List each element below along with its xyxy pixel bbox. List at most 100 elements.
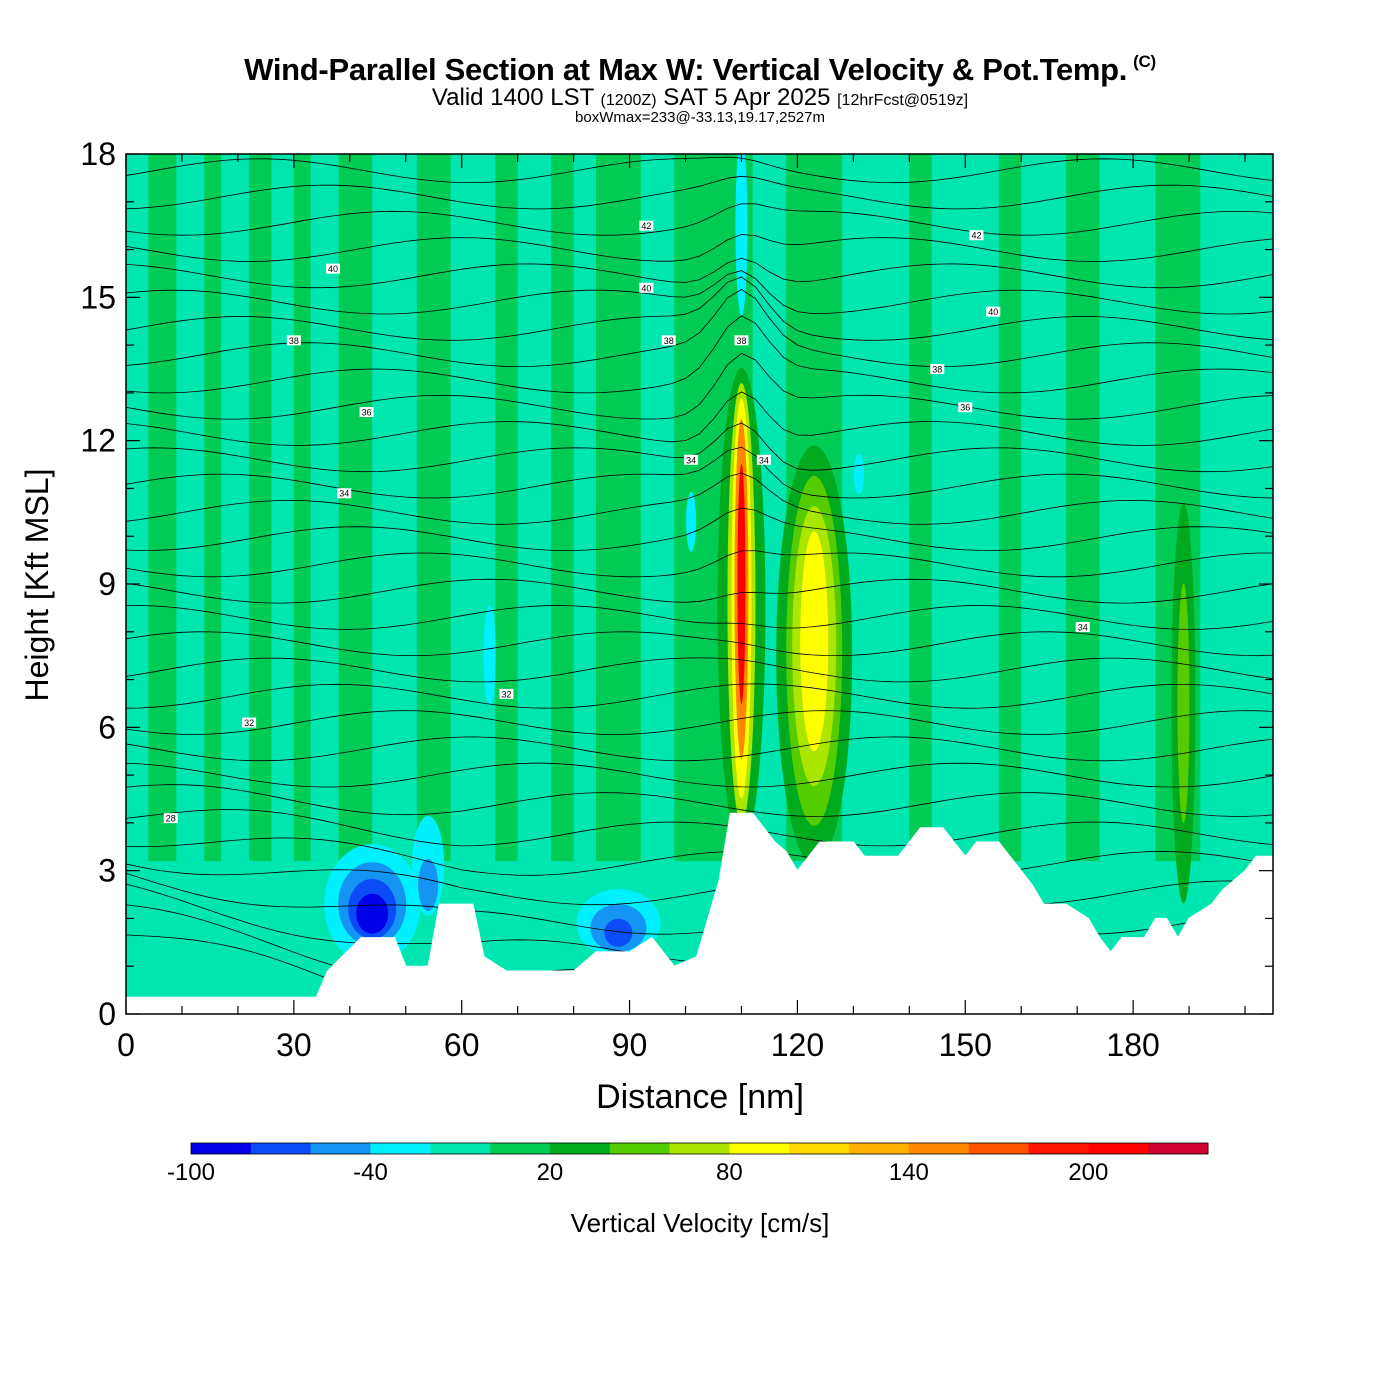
pot-temp-line-29 — [126, 203, 1273, 236]
y-tick-label: 3 — [98, 853, 116, 889]
contour-label-bg — [958, 402, 973, 413]
pot-temp-line-25 — [126, 276, 1273, 341]
contour-label-4: 34 — [684, 454, 699, 465]
colorbar-swatch — [430, 1143, 491, 1154]
y-tick-label: 6 — [98, 709, 116, 745]
contour-label-16: 42 — [639, 220, 654, 231]
colorbar-frame — [190, 1142, 1209, 1155]
contour-label-1: 32 — [242, 717, 257, 728]
colorbar-swatch — [1148, 1143, 1209, 1154]
contour-label-text: 34 — [1078, 623, 1088, 633]
contour-label-5: 34 — [756, 454, 771, 465]
weak-downdraft-d — [483, 605, 496, 706]
contour-label-text: 42 — [971, 231, 981, 241]
contour-label-text: 34 — [759, 455, 769, 465]
contour-label-bg — [163, 813, 178, 824]
contour-label-15: 40 — [986, 306, 1001, 317]
pot-temp-line-14 — [126, 605, 1273, 630]
pot-temp-line-21 — [126, 391, 1273, 446]
contour-label-12: 38 — [930, 364, 945, 375]
colorbar-tick-label: 200 — [1068, 1159, 1108, 1186]
y-tick-label: 12 — [80, 423, 116, 459]
contour-label-bg — [684, 454, 699, 465]
pot-temp-line-22 — [126, 352, 1273, 420]
pot-temp-line-5 — [126, 837, 1273, 876]
contour-label-bg — [1075, 622, 1090, 632]
contour-label-text: 38 — [664, 336, 674, 346]
contour-label-text: 32 — [244, 718, 254, 728]
pot-temp-line-4 — [126, 863, 1273, 906]
pot-temp-line-11 — [126, 683, 1273, 709]
contour-label-bg — [242, 717, 257, 728]
x-tick-label: 0 — [117, 1027, 135, 1063]
contour-label-13: 40 — [326, 263, 341, 274]
contour-label-text: 40 — [988, 307, 998, 317]
contour-labels: 28 32 32 34 34 34 34 36 36 38 38 38 38 40 40 40 42 42 — [163, 220, 1090, 824]
contour-label-8: 36 — [958, 402, 973, 413]
colorbar-swatch — [250, 1143, 312, 1154]
contour-label-bg — [969, 230, 984, 241]
y-axis-label: Height [Kft MSL] — [19, 469, 55, 702]
contour-label-17: 42 — [969, 230, 984, 241]
pot-temp-line-10 — [126, 710, 1273, 735]
downdraft-core-c — [604, 918, 633, 947]
contour-label-11: 38 — [734, 335, 749, 346]
contour-label-6: 34 — [1075, 622, 1090, 633]
colorbar-swatch — [669, 1143, 730, 1154]
x-tick-label: 180 — [1106, 1027, 1159, 1063]
pot-temp-line-9 — [126, 736, 1273, 762]
pot-temp-line-8 — [126, 762, 1273, 788]
contour-label-0: 28 — [163, 813, 178, 824]
contour-label-3: 34 — [337, 488, 352, 499]
contour-label-bg — [359, 407, 374, 417]
chart-title: Wind-Parallel Section at Max W: Vertical… — [0, 52, 1400, 88]
contour-label-bg — [639, 220, 654, 231]
colorbar-swatch — [191, 1143, 252, 1154]
valid-time: Valid 1400 LST — [431, 84, 594, 111]
valid-utc: (1200Z) — [600, 92, 657, 109]
colorbar-swatch — [729, 1143, 790, 1154]
pot-temp-line-19 — [126, 446, 1273, 499]
contour-label-text: 34 — [339, 489, 349, 499]
pot-temp-line-18 — [126, 472, 1273, 525]
velocity-band-8 — [573, 154, 596, 1014]
colorbar-swatch — [310, 1143, 371, 1154]
pot-temp-line-17 — [126, 507, 1273, 551]
pot-temp-line-26 — [126, 270, 1273, 315]
contour-label-bg — [661, 335, 676, 346]
contour-label-text: 32 — [501, 689, 511, 699]
pot-temp-line-23 — [126, 315, 1273, 394]
colorbar-swatch — [549, 1143, 611, 1154]
colorbar-swatch — [1028, 1143, 1089, 1154]
valid-date: SAT 5 Apr 2025 — [663, 84, 831, 111]
x-tick-label: 90 — [612, 1027, 648, 1063]
colorbar-label: Vertical Velocity [cm/s] — [571, 1208, 830, 1238]
colorbar-swatch — [849, 1143, 910, 1154]
contour-label-text: 36 — [960, 403, 970, 413]
x-tick-label: 120 — [771, 1027, 824, 1063]
colorbar-swatch — [968, 1143, 1030, 1154]
pot-temp-line-7 — [126, 784, 1273, 817]
colorbar-swatch — [609, 1143, 671, 1154]
valid-time-line: Valid 1400 LST (1200Z) SAT 5 Apr 2025 [1… — [0, 84, 1400, 112]
y-tick-label: 9 — [98, 566, 116, 602]
colorbar-swatch — [908, 1143, 970, 1154]
contour-label-text: 38 — [736, 336, 746, 346]
x-axis-label: Distance [nm] — [596, 1078, 804, 1116]
pot-temp-line-12 — [126, 657, 1273, 683]
pot-temp-line-30 — [126, 175, 1273, 210]
downdraft-core — [356, 893, 389, 934]
colorbar-swatch — [490, 1143, 551, 1154]
x-tick-label: 150 — [939, 1027, 992, 1063]
colorbar-tick-label: 20 — [537, 1159, 564, 1186]
x-tick-label: 30 — [276, 1027, 312, 1063]
colorbar-swatch — [789, 1143, 850, 1154]
contour-label-10: 38 — [661, 335, 676, 346]
colorbar-tick-label: 140 — [889, 1159, 929, 1186]
contour-label-2: 32 — [499, 688, 514, 699]
contour-label-bg — [286, 335, 301, 346]
x-tick-label: 60 — [444, 1027, 480, 1063]
contour-label-9: 38 — [286, 335, 301, 346]
contour-label-text: 34 — [686, 455, 696, 465]
